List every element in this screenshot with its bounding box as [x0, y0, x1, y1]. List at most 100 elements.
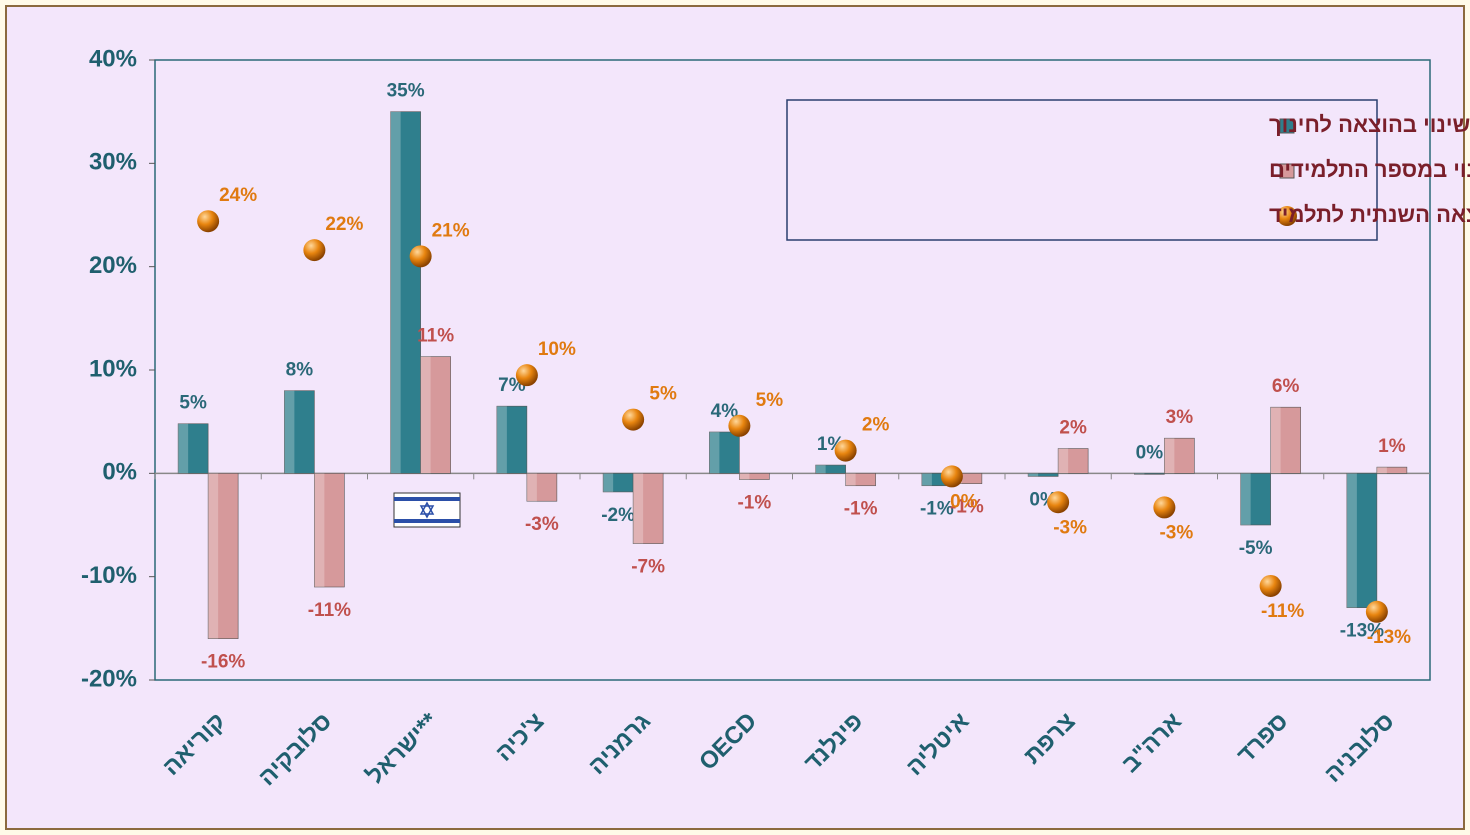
value-label: 8% — [286, 360, 314, 381]
value-label: -1% — [950, 497, 984, 518]
bar-shade — [390, 111, 401, 474]
point — [834, 439, 857, 462]
bar — [815, 464, 846, 474]
bar-shade — [1028, 473, 1039, 477]
y-tick-label: 0% — [102, 459, 137, 486]
bar-shade — [178, 423, 189, 474]
value-label: 35% — [387, 81, 425, 102]
legend-marker — [1277, 206, 1297, 226]
value-label: -11% — [308, 600, 351, 621]
flag — [393, 492, 461, 528]
bar-shade — [603, 473, 614, 492]
value-label: -7% — [631, 557, 665, 578]
value-label: 0% — [1136, 442, 1164, 463]
point — [303, 239, 326, 262]
bar-shade — [739, 473, 750, 480]
bar — [526, 473, 558, 502]
bar — [284, 390, 315, 474]
y-tick-label: 40% — [89, 45, 137, 72]
point — [197, 210, 220, 233]
value-label: -11% — [1261, 601, 1304, 622]
value-label: -1% — [844, 499, 878, 520]
value-label: 3% — [1166, 407, 1194, 428]
bar-shade — [1376, 467, 1387, 474]
bar-shade — [1164, 438, 1175, 474]
value-label: 2% — [1059, 418, 1087, 439]
point — [728, 414, 751, 437]
value-label: -5% — [1239, 538, 1273, 559]
bar-shade — [1346, 473, 1357, 608]
y-tick-label: 10% — [89, 355, 137, 382]
legend-marker — [1279, 163, 1295, 179]
y-tick-label: -10% — [81, 562, 137, 589]
bar — [845, 473, 876, 487]
value-label: 11% — [417, 326, 454, 347]
value-label: -2% — [601, 505, 635, 526]
bar — [739, 473, 770, 480]
bar-shade — [1270, 407, 1281, 474]
bar-shade — [1240, 473, 1251, 525]
legend-label: השינוי בהוצאה השנתית לתלמיד — [1269, 202, 1470, 227]
y-tick-label: 30% — [89, 149, 137, 176]
bar-shade — [208, 473, 219, 639]
value-label: 6% — [1272, 376, 1300, 397]
value-label: 5% — [649, 384, 677, 405]
bar — [177, 423, 209, 474]
bar — [1164, 437, 1195, 474]
bar — [1346, 473, 1378, 608]
value-label: 5% — [179, 393, 207, 414]
value-label: -16% — [201, 652, 245, 673]
point — [622, 408, 645, 431]
bar-shade — [314, 473, 325, 587]
bar — [1057, 448, 1089, 474]
value-label: -13% — [1340, 621, 1384, 642]
legend-label: השינוי בהוצאה לחינוך — [1269, 112, 1470, 137]
value-label: 2% — [862, 415, 890, 436]
value-label: 10% — [538, 339, 576, 360]
value-label: 1% — [1378, 436, 1406, 457]
bar-shade — [496, 406, 507, 474]
legend-marker — [1279, 118, 1295, 134]
y-tick-label: -20% — [81, 665, 137, 692]
bar — [632, 473, 664, 544]
point — [1047, 491, 1070, 514]
value-label: -3% — [525, 514, 559, 535]
legend-label: השינוי במספר התלמידים — [1269, 157, 1470, 182]
value-label: -13% — [1367, 627, 1411, 648]
value-label: -1% — [920, 499, 954, 520]
bar-shade — [845, 473, 856, 486]
bar-shade — [709, 432, 720, 474]
bar-shade — [921, 473, 932, 486]
value-label: 21% — [432, 220, 470, 241]
point — [409, 245, 432, 268]
bar-shade — [1134, 473, 1145, 475]
value-label: -3% — [1053, 517, 1087, 538]
bar-shade — [1058, 448, 1069, 474]
bar — [207, 473, 239, 639]
value-label: 0% — [950, 491, 978, 512]
bar — [314, 473, 345, 588]
bar-shade — [526, 473, 537, 502]
bar — [496, 405, 528, 474]
point — [1259, 574, 1282, 597]
bar — [1027, 473, 1059, 477]
point — [940, 465, 963, 488]
bar-shade — [633, 473, 644, 544]
point — [1365, 600, 1388, 623]
bar-shade — [420, 356, 431, 474]
bar — [1240, 473, 1271, 526]
bar — [1134, 473, 1165, 475]
value-label: -3% — [1159, 522, 1193, 543]
y-tick-label: 20% — [89, 252, 137, 279]
value-label: -1% — [737, 493, 771, 514]
point — [1153, 496, 1176, 519]
value-label: 22% — [325, 214, 363, 235]
value-label: 5% — [756, 390, 784, 411]
bar — [390, 111, 421, 474]
bar — [1270, 406, 1301, 474]
value-label: 4% — [711, 401, 739, 422]
bar — [709, 431, 740, 474]
value-label: 24% — [219, 185, 257, 206]
bar-shade — [284, 390, 295, 474]
